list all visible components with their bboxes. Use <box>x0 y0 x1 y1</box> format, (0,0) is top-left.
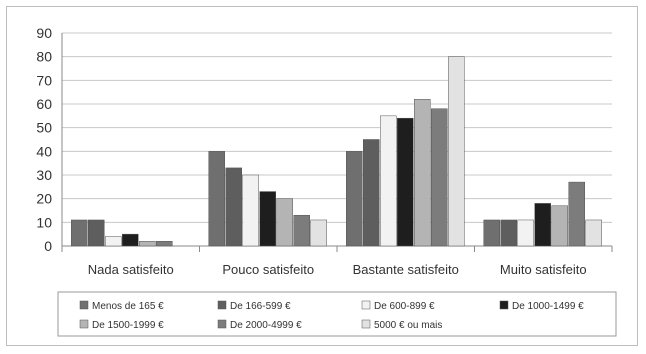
y-tick-label: 50 <box>36 120 52 136</box>
legend-swatch <box>79 300 89 310</box>
legend-swatch <box>361 319 371 329</box>
bar <box>310 219 327 247</box>
bar <box>105 236 122 247</box>
legend-label: De 1000-1499 € <box>512 301 584 312</box>
chart-frame <box>6 6 638 346</box>
bar <box>139 241 156 247</box>
legend-label: De 166-599 € <box>230 301 291 312</box>
category-labels: Nada satisfeito Pouco satisfeito Bastante … <box>88 262 587 277</box>
y-tick-label: 20 <box>36 191 52 207</box>
bar <box>380 115 397 247</box>
bar <box>208 151 225 247</box>
x-category-label: Bastante satisfeito <box>353 262 459 277</box>
bar <box>225 167 242 247</box>
y-tick-label: 80 <box>36 49 52 65</box>
legend-swatch <box>79 319 89 329</box>
bar <box>346 151 363 247</box>
bar <box>122 233 139 247</box>
bar <box>71 219 88 247</box>
y-tick-label: 40 <box>36 143 52 159</box>
legend-swatch <box>499 300 509 310</box>
bar <box>414 99 431 247</box>
bar <box>156 241 173 247</box>
y-tick-label: 30 <box>36 167 52 183</box>
legend: Menos de 165 € De 166-599 € De 600-899 € De… <box>57 291 617 337</box>
bars-layer <box>71 56 602 247</box>
y-tick-label: 90 <box>36 25 52 41</box>
bar <box>276 198 293 247</box>
legend-box <box>57 291 617 337</box>
bar <box>397 117 414 247</box>
bar <box>500 219 517 247</box>
axis-layer: 0 10 20 30 40 50 60 70 80 90 <box>36 25 613 254</box>
legend-swatch <box>361 300 371 310</box>
legend-label: Menos de 165 € <box>92 301 164 312</box>
bar <box>448 56 465 247</box>
bar <box>363 139 380 247</box>
x-category-label: Pouco satisfeito <box>222 262 314 277</box>
y-tick-label: 10 <box>36 214 52 230</box>
bar <box>568 181 585 247</box>
bar <box>431 108 448 247</box>
bar <box>517 219 534 247</box>
x-category-label: Nada satisfeito <box>88 262 174 277</box>
bar <box>242 174 259 247</box>
bar <box>551 205 568 247</box>
bar <box>88 219 105 247</box>
bar <box>483 219 500 247</box>
bar <box>534 203 551 247</box>
legend-label: De 2000-4999 € <box>230 320 302 331</box>
y-tick-label: 0 <box>44 238 52 254</box>
y-tick-label: 60 <box>36 96 52 112</box>
legend-swatch <box>217 319 227 329</box>
legend-label: De 1500-1999 € <box>92 320 164 331</box>
bar <box>293 214 310 247</box>
legend-label: 5000 € ou mais <box>374 320 442 331</box>
x-category-label: Muito satisfeito <box>500 262 587 277</box>
y-tick-label: 70 <box>36 72 52 88</box>
grid-layer <box>62 32 612 247</box>
legend-label: De 600-899 € <box>374 301 435 312</box>
legend-swatch <box>217 300 227 310</box>
bar <box>259 191 276 247</box>
bar <box>585 219 602 247</box>
